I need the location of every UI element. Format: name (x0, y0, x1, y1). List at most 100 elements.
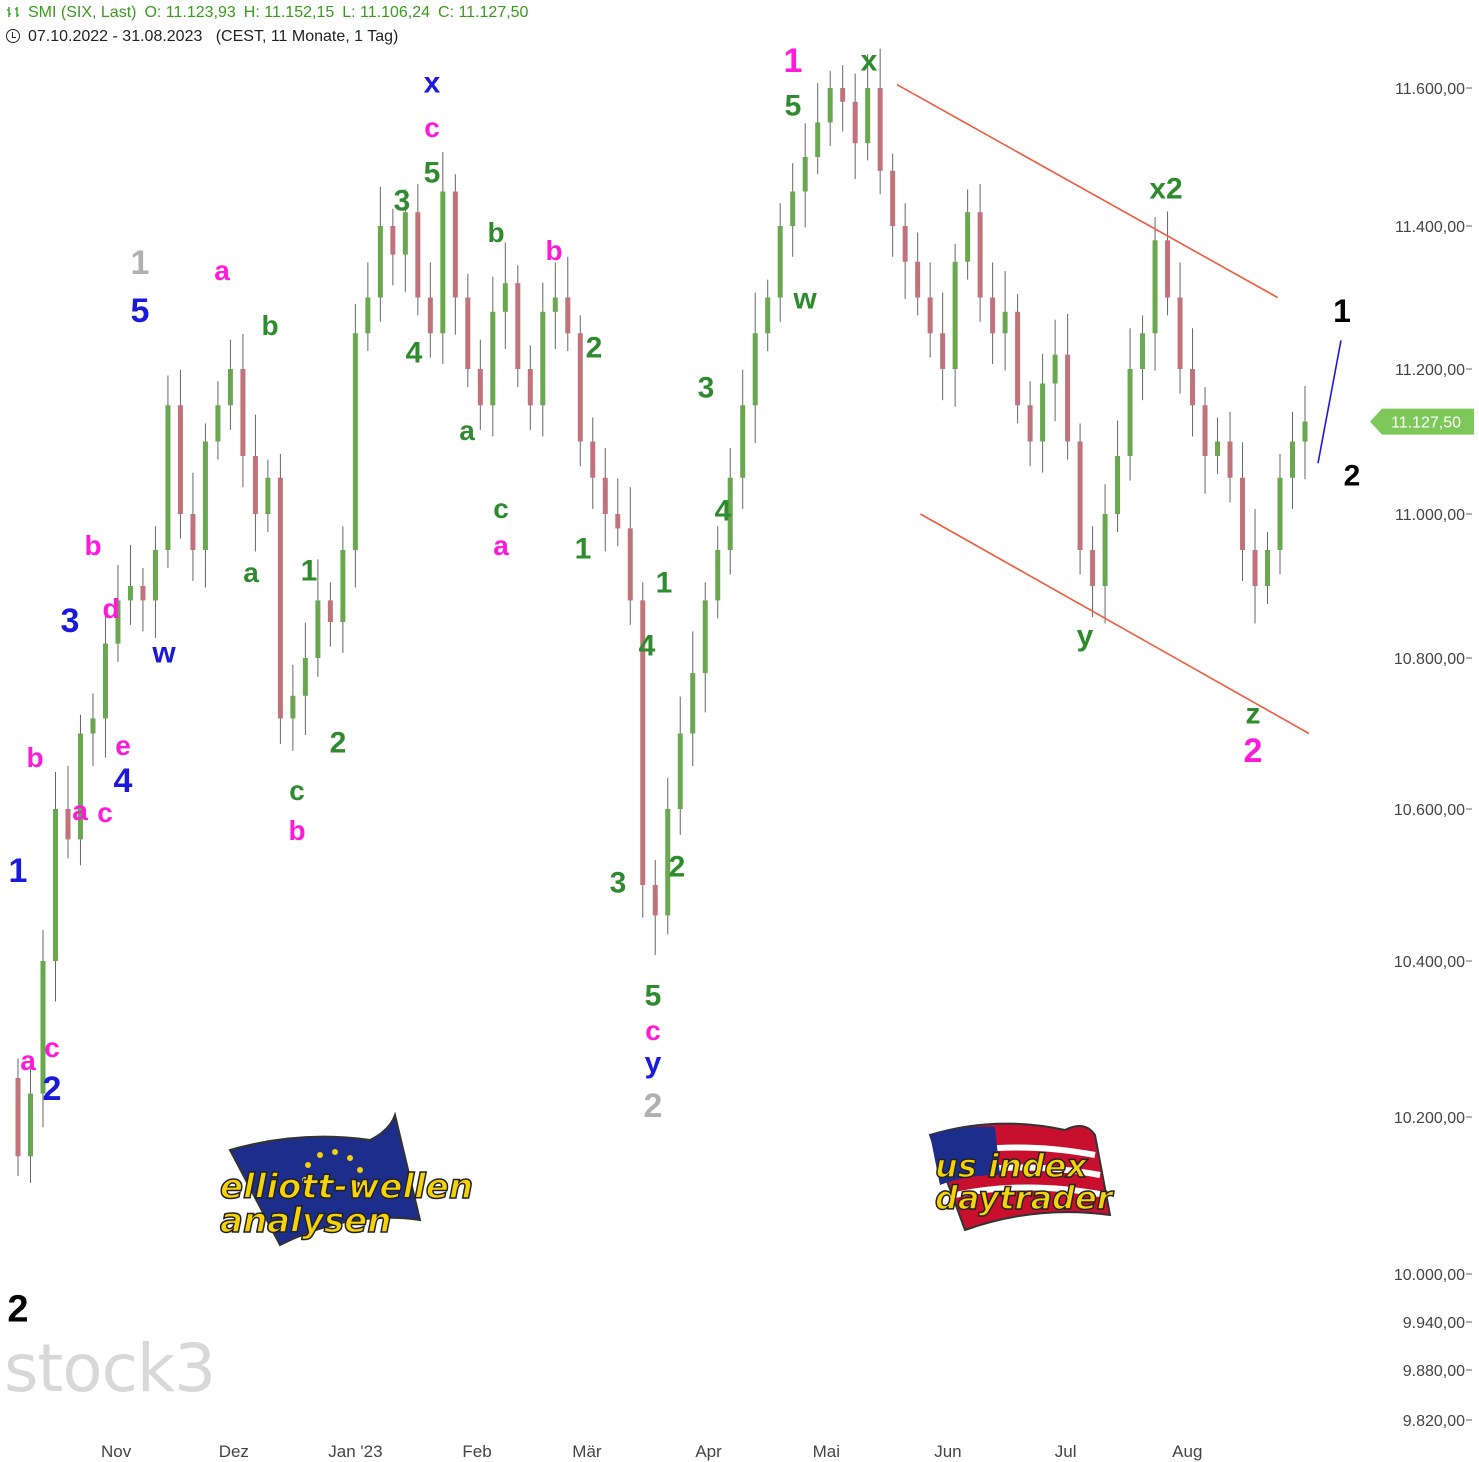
candle-body (465, 297, 471, 369)
eu-flag-icon (228, 1111, 422, 1247)
candle-body (977, 212, 983, 298)
wave-label: 2 (7, 1288, 28, 1330)
candle-body (1277, 477, 1283, 550)
chart-period: 07.10.2022 - 31.08.2023 (CEST, 11 Monate… (6, 28, 398, 46)
wave-label: w (151, 637, 176, 670)
candle-body (927, 297, 933, 334)
candle-body (1152, 240, 1158, 334)
high-value: H: 11.152,15 (243, 4, 335, 21)
wave-label: b (84, 530, 101, 561)
candle-body (240, 369, 246, 456)
candle-body (1140, 333, 1146, 369)
last-price-badge (1370, 408, 1474, 435)
candle-body (177, 405, 183, 514)
wave-label: 1 (656, 567, 673, 600)
wave-label: 2 (43, 1070, 62, 1108)
candle-body (1227, 441, 1233, 478)
candle-body (165, 405, 171, 550)
candle-body (340, 550, 346, 622)
candle-body (552, 297, 558, 312)
candle-body (902, 226, 908, 262)
wave-label: a (20, 1045, 36, 1076)
candle-body (77, 733, 83, 840)
candle-body (952, 261, 958, 369)
x-axis-label: Mär (572, 1442, 602, 1461)
y-axis-label: 11.600,00 (1395, 81, 1465, 98)
period-info: (CEST, 11 Monate, 1 Tag) (215, 28, 399, 45)
candle-body (827, 88, 833, 123)
wave-label: 2 (1244, 732, 1263, 770)
candle-body (990, 297, 996, 334)
candle-body (815, 122, 821, 157)
trendline-1 (896, 83, 1278, 299)
candle-body (152, 550, 158, 601)
wave-label: 5 (131, 292, 150, 330)
elliott-wellen-logo: elliott-wellen analysen (219, 1110, 480, 1260)
wave-label: c (493, 493, 509, 524)
x-axis-label: Mai (813, 1442, 840, 1461)
candle-body (877, 88, 883, 171)
wave-label: 5 (785, 90, 802, 123)
candle-body (15, 1078, 21, 1157)
y-axis-label: 11.000,00 (1395, 507, 1465, 524)
candle-body (1302, 421, 1308, 442)
candle-body (565, 297, 571, 334)
candle-body (890, 170, 896, 226)
candle-body (1127, 369, 1133, 456)
logo-left-text: elliott-wellen analysen (219, 1167, 474, 1241)
candle-body (202, 441, 208, 550)
close-value: C: 11.127,50 (438, 4, 529, 21)
candle-body (1240, 477, 1246, 550)
date-range: 07.10.2022 - 31.08.2023 (28, 28, 203, 45)
candle-body (1115, 456, 1121, 514)
wave-label: c (289, 775, 305, 806)
candle-body (940, 333, 946, 369)
candle-body (102, 643, 108, 719)
candle-body (477, 369, 483, 406)
wave-label: 2 (586, 332, 603, 365)
wave-label: 4 (639, 630, 656, 663)
candle-body (252, 456, 258, 514)
wave-label: 2 (669, 851, 686, 884)
candle-body (490, 311, 496, 406)
candle-body (365, 297, 371, 334)
wave-label: a (459, 415, 475, 446)
x-axis-label: Apr (695, 1442, 722, 1461)
wave-label: 4 (114, 762, 133, 800)
candle-body (602, 477, 608, 514)
candle-body (690, 673, 696, 734)
chart-header: SMI (SIX, Last) O: 11.123,93 H: 11.152,15 L… (6, 4, 536, 22)
wave-label: z (1246, 698, 1261, 731)
candle-body (1252, 550, 1258, 586)
candle-body (765, 297, 771, 334)
candle-body (790, 191, 796, 226)
candle-body (415, 212, 421, 298)
y-axis-label: 9.880,00 (1403, 1363, 1465, 1380)
wave-label: c (44, 1032, 60, 1063)
candle-body (265, 477, 271, 514)
candle-body (290, 695, 296, 719)
wave-label: b (26, 742, 43, 773)
wave-label: w (792, 283, 817, 316)
y-axis-label: 10.000,00 (1394, 1267, 1465, 1284)
trendline-2 (920, 513, 1310, 735)
candle-body (127, 586, 133, 601)
candle-body (652, 885, 658, 916)
candle-body (52, 809, 58, 961)
wave-label: 1 (9, 852, 28, 890)
candle-body (665, 809, 671, 916)
candle-body (427, 297, 433, 334)
candle-body (40, 961, 46, 1094)
candle-body (715, 550, 721, 601)
candle-body (502, 283, 508, 312)
candle-body (402, 212, 408, 255)
candle-body (702, 600, 708, 674)
x-axis-label: Jun (934, 1442, 961, 1461)
y-axis-label: 10.600,00 (1394, 802, 1465, 819)
wave-label: y (1077, 620, 1094, 653)
candle-body (915, 261, 921, 298)
wave-label: x (861, 45, 878, 78)
wave-label: x2 (1149, 173, 1182, 206)
candle-body (840, 88, 846, 102)
